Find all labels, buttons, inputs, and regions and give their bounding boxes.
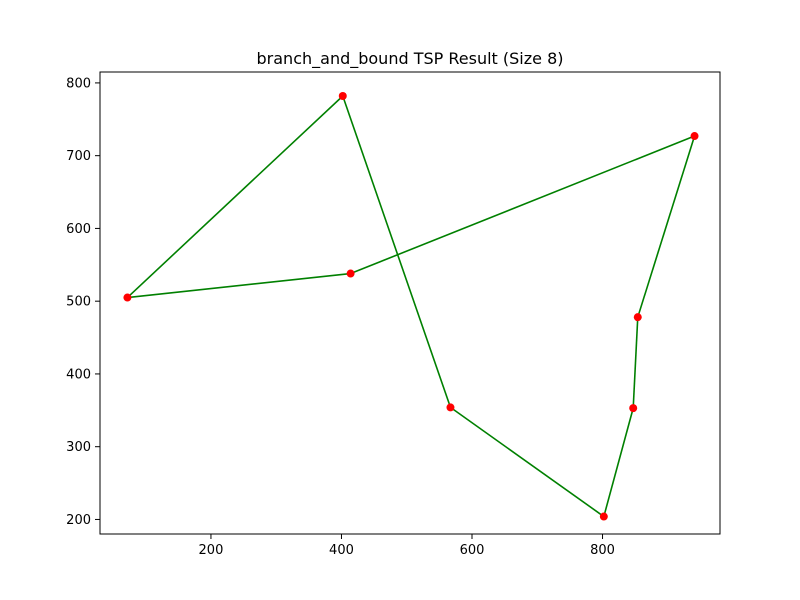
y-tick-label: 400 (66, 367, 91, 382)
city-point (346, 269, 355, 278)
route-segment (127, 272, 351, 299)
city-point (338, 92, 347, 101)
route-segment (632, 317, 639, 409)
city-point (629, 404, 638, 413)
city-point (633, 313, 642, 322)
y-tick-label: 600 (66, 222, 91, 237)
plot-area: 200 400 600 800 200 300 400 500 600 700 800 (66, 71, 721, 558)
tsp-route (126, 95, 696, 518)
chart-title: branch_and_bound TSP Result (Size 8) (257, 49, 564, 69)
route-segment (126, 95, 344, 299)
city-point (599, 512, 608, 521)
route-segment (603, 407, 634, 517)
y-tick-label: 200 (66, 513, 91, 528)
x-tick-label: 200 (199, 543, 224, 558)
x-tick-label: 600 (460, 543, 485, 558)
y-tick-label: 500 (66, 295, 91, 310)
city-point (690, 132, 699, 141)
route-segment (342, 95, 452, 408)
x-tick-label: 800 (590, 543, 615, 558)
city-point (123, 293, 132, 302)
route-segment (350, 135, 695, 275)
axes-frame (99, 71, 721, 535)
y-tick-label: 700 (66, 149, 91, 164)
route-segment (449, 406, 605, 518)
city-point (446, 403, 455, 412)
x-tick-label: 400 (329, 543, 354, 558)
city-points (123, 92, 699, 521)
y-tick-label: 300 (66, 440, 91, 455)
route-segment (637, 135, 696, 318)
y-tick-label: 800 (66, 76, 91, 91)
